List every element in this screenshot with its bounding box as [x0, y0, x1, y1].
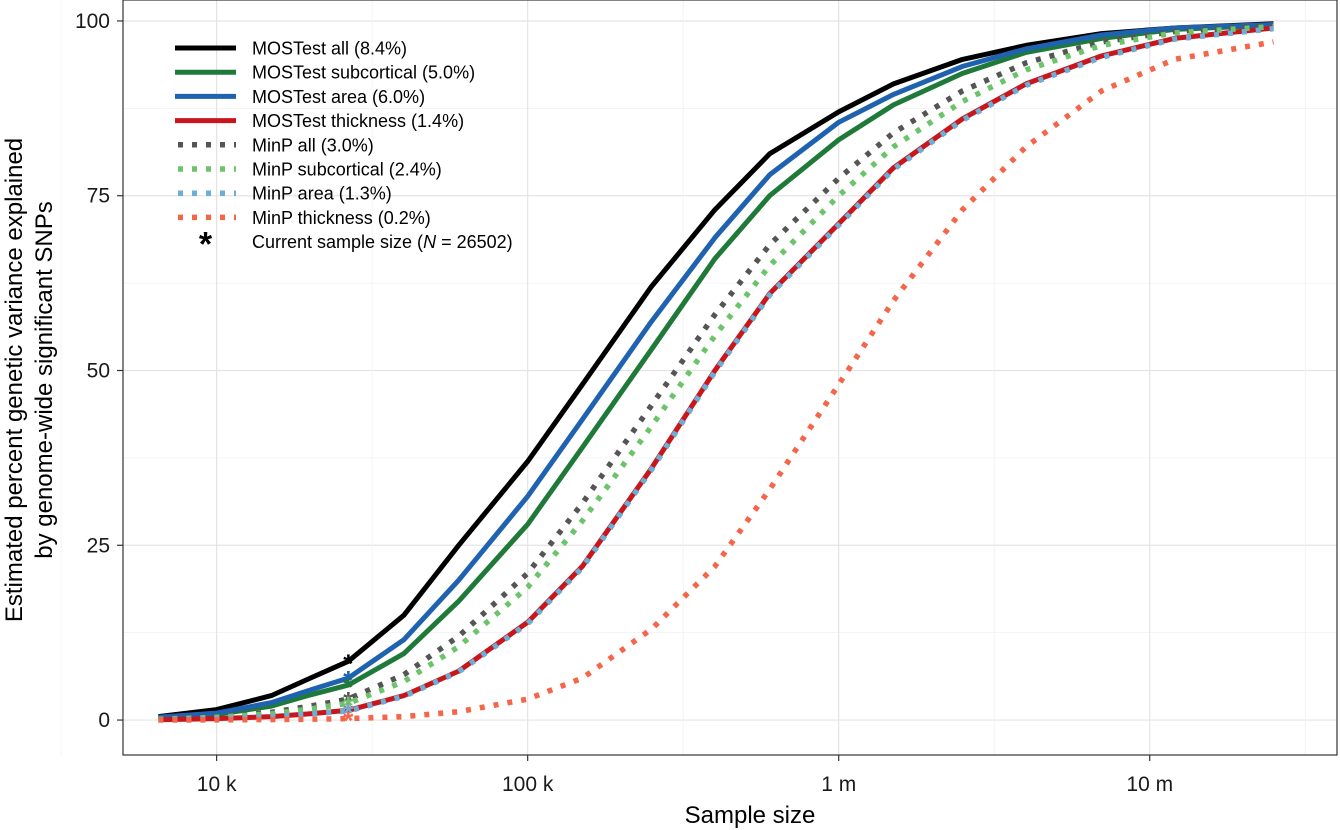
y-tick-label: 100: [75, 10, 110, 33]
legend-label-3: MOSTest thickness (1.4%): [252, 111, 464, 131]
series-line-4: [158, 23, 1274, 722]
grid: [60, 0, 1337, 755]
y-tick-label: 75: [87, 185, 110, 208]
legend-label-1: MOSTest subcortical (5.0%): [252, 63, 475, 83]
series-line-0: [158, 21, 1274, 720]
x-axis: 10 k 100 k 1 m 10 m: [197, 755, 1173, 796]
legend-label-4: MinP all (3.0%): [252, 135, 374, 155]
legend-label-6: MinP area (1.3%): [252, 184, 392, 204]
legend-key-current-sample: *: [199, 226, 213, 264]
legend-label-0: MOSTest all (8.4%): [252, 39, 407, 59]
series-line-1: [158, 22, 1274, 721]
series-line-5: [158, 23, 1274, 723]
y-axis: 0 25 50 75 100: [75, 10, 123, 732]
legend-label-7: MinP thickness (0.2%): [252, 208, 431, 228]
current-sample-marker: *: [343, 698, 354, 728]
series-line-3: [158, 25, 1274, 723]
series-line-6: [158, 25, 1274, 723]
series-layer: [158, 21, 1274, 723]
x-tick-label: 10 k: [197, 773, 237, 796]
current-sample-marker: *: [343, 690, 354, 720]
y-axis-title-line-2: by genome-wide significant SNPs: [31, 201, 58, 559]
current-sample-marker: *: [343, 697, 354, 727]
x-tick-label: 1 m: [821, 773, 856, 796]
current-sample-markers: ********: [343, 648, 354, 735]
current-sample-marker: *: [343, 665, 354, 695]
x-axis-title: Sample size: [685, 802, 816, 829]
legend-label-2: MOSTest area (6.0%): [252, 87, 425, 107]
legend-label-5: MinP subcortical (2.4%): [252, 160, 442, 180]
current-sample-marker: *: [343, 686, 354, 716]
legend: MOSTest all (8.4%) MOSTest subcortical (5…: [175, 39, 513, 264]
current-sample-marker: *: [343, 672, 354, 702]
plot-panel-border: [122, 0, 1338, 756]
legend-label-current-sample: Current sample size (N = 26502): [252, 232, 513, 252]
x-tick-label: 10 m: [1126, 773, 1173, 796]
y-tick-label: 25: [87, 534, 110, 557]
y-axis-title-line-1: Estimated percent genetic variance expla…: [1, 138, 28, 622]
current-sample-marker: *: [343, 706, 354, 736]
y-tick-label: 0: [98, 709, 110, 732]
current-sample-marker: *: [343, 648, 354, 678]
y-tick-label: 50: [87, 360, 110, 383]
series-line-2: [158, 22, 1274, 720]
x-tick-label: 100 k: [502, 773, 554, 796]
